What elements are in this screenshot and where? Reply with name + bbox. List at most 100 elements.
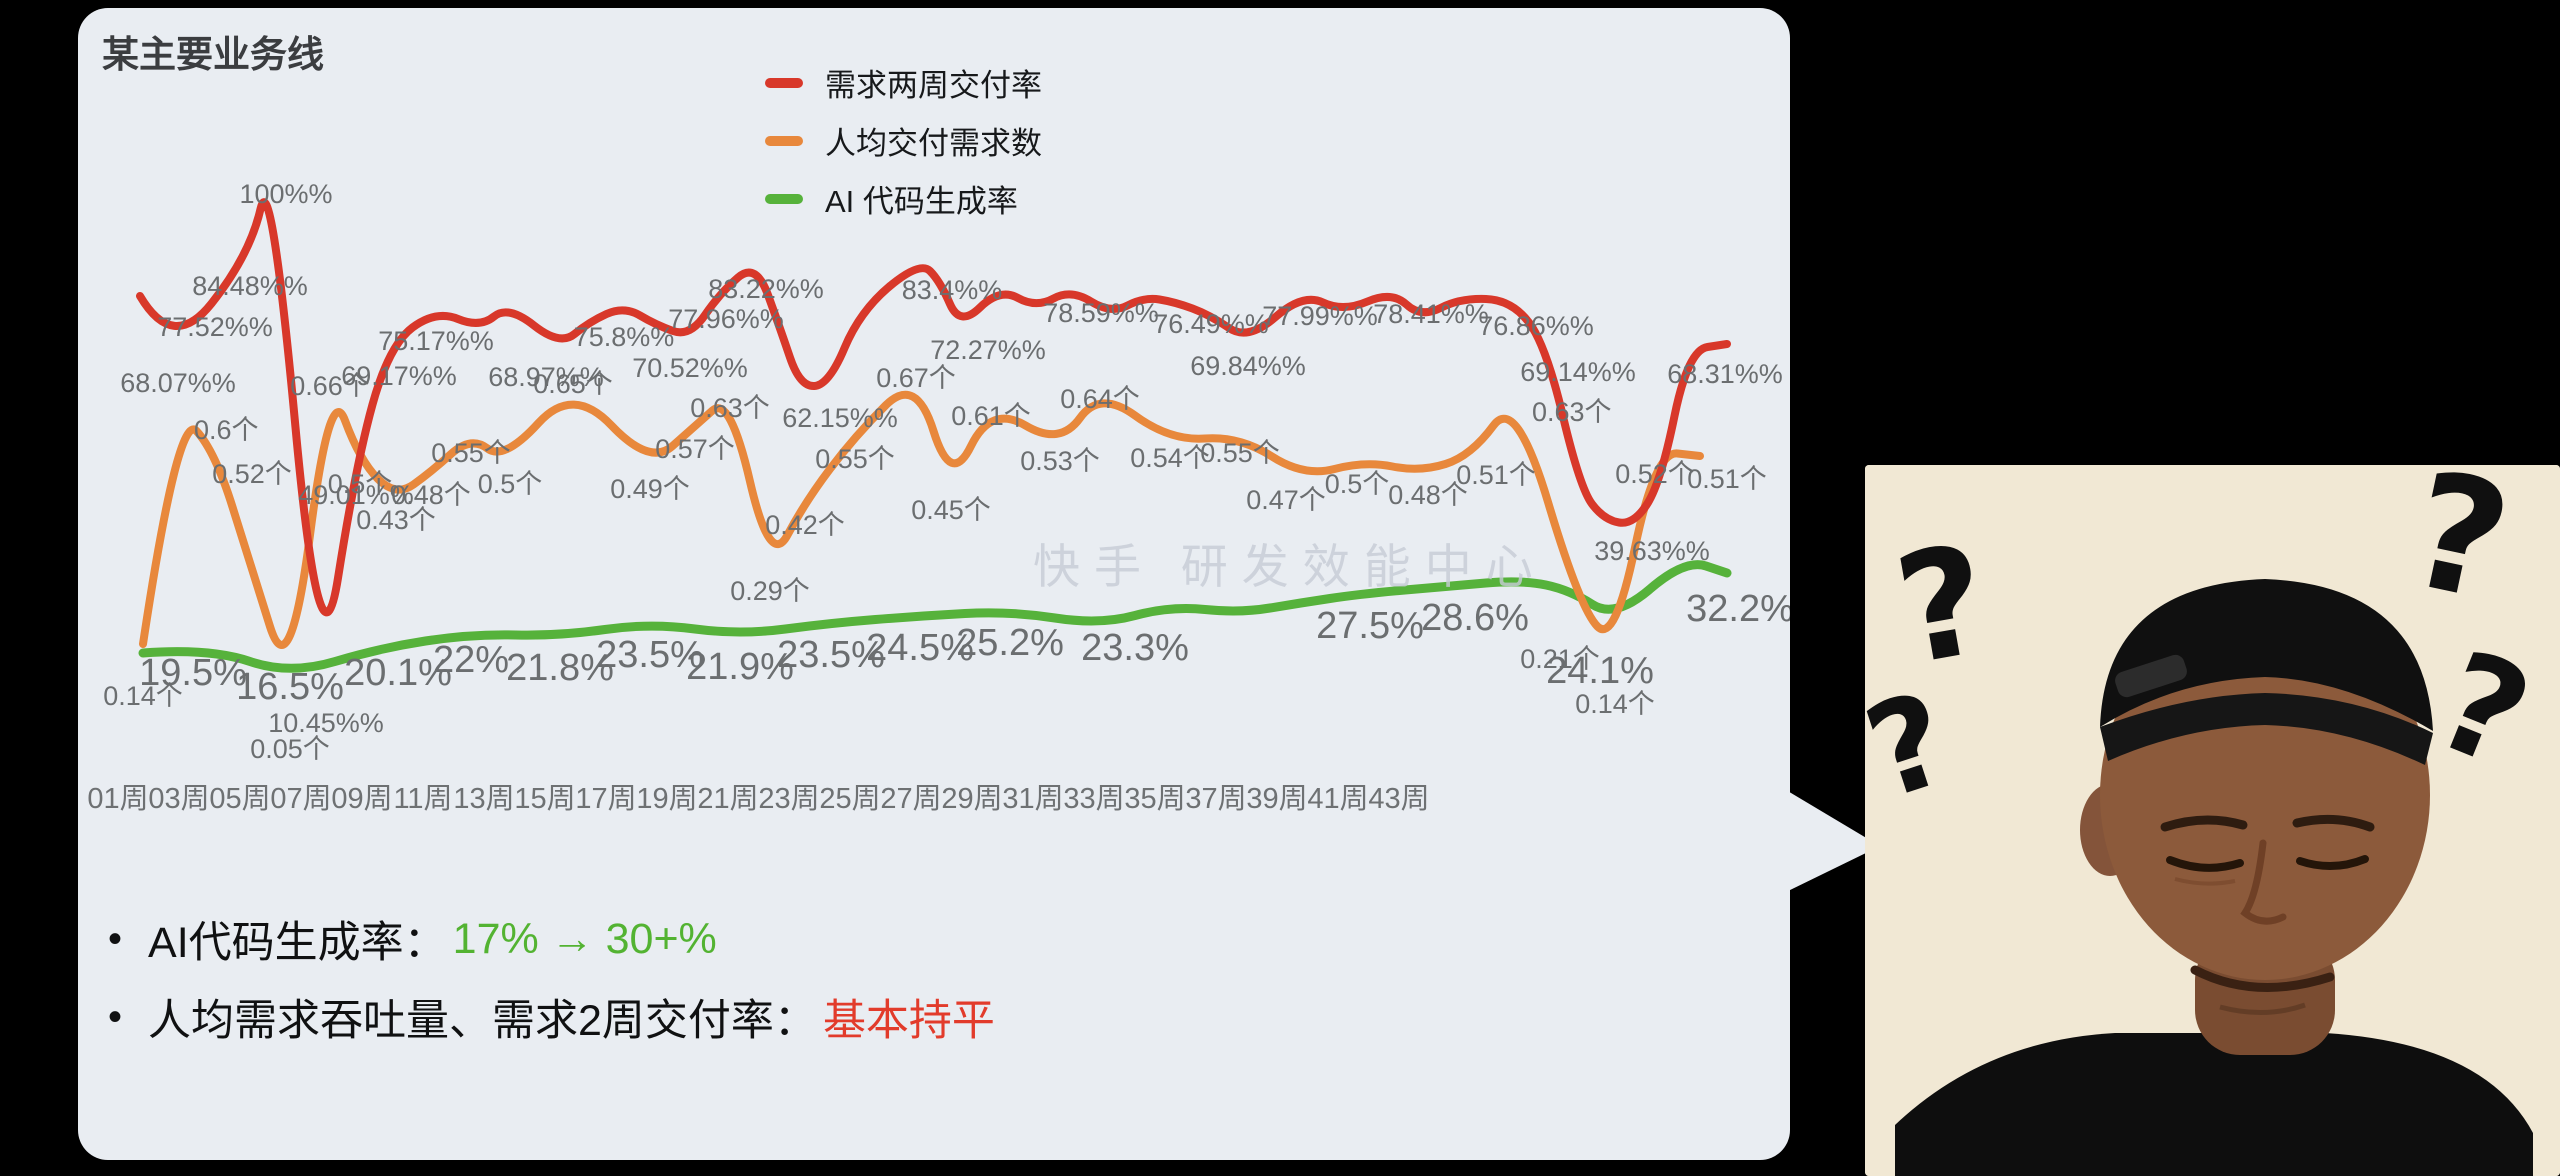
meme-image: ? ? ? ? bbox=[1865, 465, 2560, 1176]
data-label: 0.14个 bbox=[103, 681, 183, 711]
data-label: 0.52个 bbox=[1615, 459, 1695, 489]
watermark: 快手 研发效能中心 bbox=[1033, 542, 1547, 594]
data-label: 77.96%% bbox=[668, 304, 784, 334]
data-label: 0.54个 bbox=[1130, 443, 1210, 473]
data-label: 0.48个 bbox=[391, 480, 471, 510]
data-label: 68.07%% bbox=[120, 368, 236, 398]
x-axis-label: 35周 bbox=[1124, 783, 1185, 815]
eyebrow-right bbox=[2292, 814, 2375, 832]
chart-card: 某主要业务线 需求两周交付率 人均交付需求数 AI 代码生成率 0.14个 0.6… bbox=[78, 8, 1790, 1160]
data-label: 0.05个 bbox=[250, 734, 330, 764]
data-label: 0.57个 bbox=[655, 434, 735, 464]
eyebrow-left bbox=[2160, 815, 2248, 832]
hoodie bbox=[1895, 1033, 2533, 1176]
x-axis-label: 41周 bbox=[1307, 783, 1368, 815]
data-label: 0.51个 bbox=[1687, 464, 1767, 494]
squint-eye-left bbox=[2166, 856, 2244, 872]
legend-label: 人均交付需求数 bbox=[825, 126, 1042, 161]
data-label: 0.55个 bbox=[1200, 438, 1280, 468]
series-line-2 bbox=[138, 560, 1732, 673]
legend-dash-icon bbox=[765, 77, 803, 88]
data-label: 77.52%% bbox=[157, 312, 273, 342]
eye-crease bbox=[2174, 877, 2236, 886]
data-label: 70.52%% bbox=[632, 353, 748, 383]
squint-eye-right bbox=[2296, 855, 2369, 871]
x-axis-label: 11周 bbox=[393, 783, 452, 815]
data-label: 83.22%% bbox=[708, 274, 824, 304]
data-label: 0.64个 bbox=[1060, 384, 1140, 414]
data-label: 20.1% bbox=[344, 652, 452, 694]
legend-item-ai-code-rate: AI 代码生成率 bbox=[765, 176, 1042, 221]
line-chart: 0.14个0.6个0.52个0.05个0.66个0.5个0.43个0.48个0.… bbox=[87, 179, 1790, 815]
legend: 需求两周交付率 人均交付需求数 AI 代码生成率 bbox=[765, 60, 1042, 221]
series-line-0 bbox=[136, 198, 1731, 617]
data-label: 22% bbox=[433, 639, 509, 681]
data-label: 78.59%% bbox=[1043, 298, 1159, 328]
data-label: 24.1% bbox=[1546, 650, 1654, 692]
x-axis-label: 03周 bbox=[148, 783, 209, 815]
x-axis-label: 33周 bbox=[1063, 783, 1124, 815]
data-label: 0.53个 bbox=[1020, 446, 1100, 476]
legend-label: AI 代码生成率 bbox=[825, 184, 1018, 219]
data-label: 75.17%% bbox=[378, 326, 494, 356]
data-label: 75.8%% bbox=[574, 322, 675, 352]
data-label: 25.2% bbox=[956, 622, 1064, 664]
data-label: 0.49个 bbox=[610, 474, 690, 504]
data-label: 68.31%% bbox=[1667, 359, 1783, 389]
x-axis-label: 37周 bbox=[1185, 783, 1246, 815]
data-label: 0.21个 bbox=[1520, 644, 1600, 674]
data-label: 27.5% bbox=[1316, 605, 1424, 647]
data-label: 0.14个 bbox=[1575, 689, 1655, 719]
x-axis-label: 21周 bbox=[697, 783, 758, 815]
smirk-mouth bbox=[2190, 965, 2335, 992]
data-label: 16.5% bbox=[236, 666, 344, 708]
data-label: 21.9% bbox=[686, 646, 794, 688]
data-label: 0.65个 bbox=[533, 369, 613, 399]
legend-dash-icon bbox=[765, 193, 803, 204]
data-label: 23.5% bbox=[596, 634, 704, 676]
x-axis-label: 29周 bbox=[941, 783, 1002, 815]
bullet-dot-icon: • bbox=[108, 916, 123, 961]
bullet-prefix: AI代码生成率： bbox=[148, 919, 447, 967]
data-label: 83.4%% bbox=[902, 275, 1003, 305]
data-label: 19.5% bbox=[139, 652, 247, 694]
bullet-ai-code-rate: • AI代码生成率： 17% → 30+% bbox=[108, 908, 995, 970]
data-label: 39.63%% bbox=[1594, 536, 1710, 566]
legend-item-per-capita: 人均交付需求数 bbox=[765, 118, 1042, 163]
x-axis-label: 25周 bbox=[819, 783, 880, 815]
data-label: 84.48%% bbox=[192, 271, 308, 301]
data-label: 0.45个 bbox=[911, 495, 991, 525]
data-label: 0.5个 bbox=[1325, 469, 1390, 499]
x-axis-label: 07周 bbox=[270, 783, 331, 815]
data-label: 0.6个 bbox=[194, 415, 259, 445]
data-label: 76.86%% bbox=[1478, 311, 1594, 341]
cap-band bbox=[2100, 693, 2433, 765]
data-label: 68.97%% bbox=[488, 362, 604, 392]
legend-dash-icon bbox=[765, 135, 803, 146]
lip-shadow bbox=[2219, 1002, 2306, 1015]
data-label: 100%% bbox=[239, 179, 332, 209]
data-label: 21.8% bbox=[506, 647, 614, 689]
summary-bullets: • AI代码生成率： 17% → 30+% • 人均需求吞吐量、需求2周交付率：… bbox=[108, 908, 995, 1048]
data-label: 0.29个 bbox=[730, 576, 810, 606]
x-axis-label: 05周 bbox=[209, 783, 270, 815]
data-label: 23.3% bbox=[1081, 627, 1189, 669]
x-axis-label: 17周 bbox=[575, 783, 636, 815]
x-axis-label: 23周 bbox=[758, 783, 819, 815]
data-label: 0.51个 bbox=[1456, 460, 1536, 490]
data-label: 76.49%% bbox=[1153, 309, 1269, 339]
data-label: 0.47个 bbox=[1246, 485, 1326, 515]
data-label: 0.66个 bbox=[290, 371, 370, 401]
cap-strap bbox=[2115, 654, 2187, 698]
meme-figure bbox=[1865, 465, 2560, 1176]
data-label: 10.45%% bbox=[268, 708, 384, 738]
data-label: 0.52个 bbox=[212, 459, 292, 489]
data-label: 0.63个 bbox=[690, 393, 770, 423]
legend-item-delivery-rate: 需求两周交付率 bbox=[765, 60, 1042, 105]
x-axis-label: 43周 bbox=[1368, 783, 1429, 815]
face bbox=[2100, 610, 2430, 980]
x-axis-label: 31周 bbox=[1002, 783, 1063, 815]
data-label: 0.5个 bbox=[328, 469, 393, 499]
data-label: 0.42个 bbox=[765, 510, 845, 540]
